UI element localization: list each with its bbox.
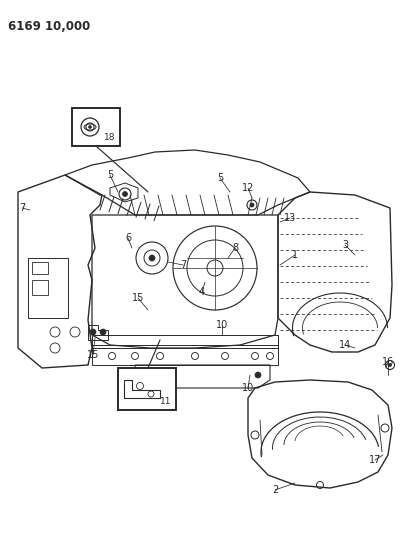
Text: 3: 3 [342, 240, 348, 250]
Circle shape [90, 329, 96, 335]
Text: 1: 1 [292, 250, 298, 260]
Circle shape [388, 364, 392, 367]
Text: 15: 15 [132, 293, 144, 303]
Text: 16: 16 [382, 357, 394, 367]
Text: 11: 11 [160, 398, 172, 407]
Circle shape [122, 191, 127, 197]
Text: 5: 5 [217, 173, 223, 183]
Text: 7: 7 [180, 260, 186, 270]
Circle shape [100, 329, 106, 335]
Text: 8: 8 [232, 243, 238, 253]
Text: 13: 13 [284, 213, 296, 223]
FancyBboxPatch shape [72, 108, 120, 146]
Text: 10: 10 [242, 383, 254, 393]
Text: 10: 10 [216, 320, 228, 330]
Circle shape [149, 255, 155, 261]
Text: 15: 15 [87, 350, 99, 360]
Circle shape [89, 125, 91, 128]
Text: 14: 14 [339, 340, 351, 350]
Text: 7: 7 [19, 203, 25, 213]
Circle shape [145, 372, 151, 378]
Text: 18: 18 [104, 133, 116, 142]
Text: 12: 12 [242, 183, 254, 193]
Text: 6: 6 [125, 233, 131, 243]
Text: 4: 4 [199, 287, 205, 297]
Text: 5: 5 [107, 170, 113, 180]
Text: 2: 2 [272, 485, 278, 495]
Text: 6169 10,000: 6169 10,000 [8, 20, 90, 33]
FancyBboxPatch shape [118, 368, 176, 410]
Text: 17: 17 [369, 455, 381, 465]
Circle shape [255, 372, 261, 378]
Circle shape [250, 203, 254, 207]
